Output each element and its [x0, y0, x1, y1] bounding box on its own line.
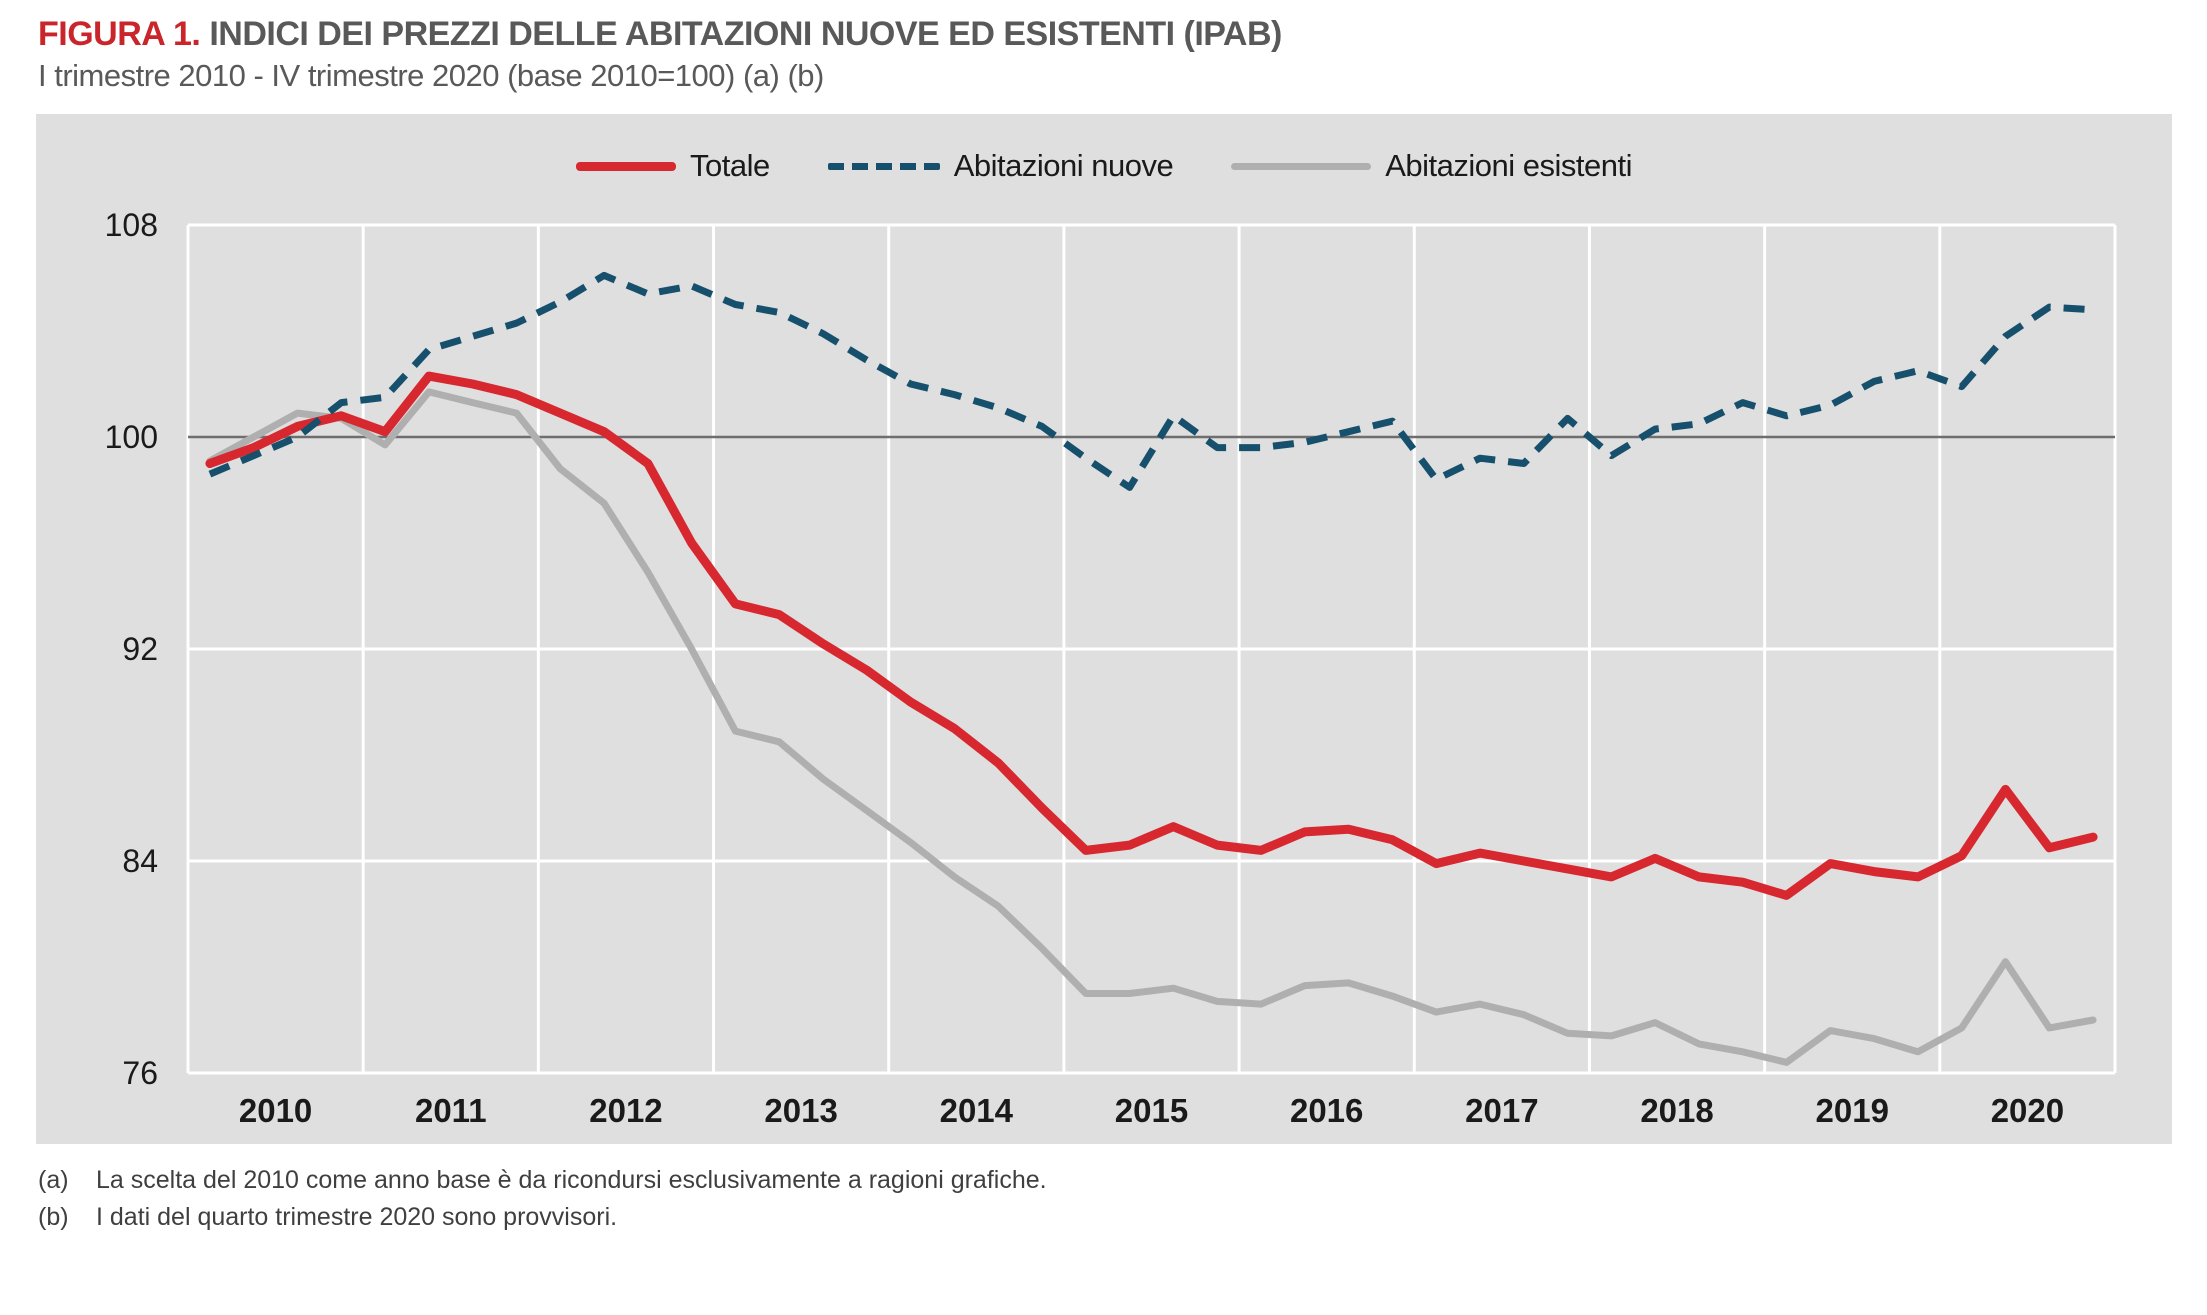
x-year-label-2011: 2011: [415, 1092, 487, 1129]
price-index-line-chart: 76 84 92 100 108 2010 2011 2012 2013 2014 2015 2016…: [105, 207, 2117, 1129]
x-year-label-2015: 2015: [1115, 1092, 1188, 1129]
y-tick-label-92: 92: [122, 631, 158, 667]
legend-swatch-totale: [576, 161, 676, 171]
figure-subtitle: I trimestre 2010 - IV trimestre 2020 (ba…: [38, 58, 824, 93]
footnotes: (a) La scelta del 2010 come anno base è …: [38, 1162, 1047, 1236]
footnote-b-marker: (b): [38, 1203, 69, 1231]
legend-label-abitazioni-esistenti: Abitazioni esistenti: [1385, 148, 1632, 183]
chart-legend: Totale Abitazioni nuove Abitazioni esist…: [36, 148, 2172, 184]
y-tick-label-76: 76: [122, 1055, 158, 1091]
figure-title-line: FIGURA 1. INDICI DEI PREZZI DELLE ABITAZ…: [38, 12, 1282, 56]
figure-number-label: FIGURA 1.: [38, 15, 201, 53]
footnote-a-marker: (a): [38, 1166, 69, 1194]
legend-swatch-abitazioni-esistenti: [1231, 162, 1372, 170]
y-tick-label-84: 84: [122, 843, 158, 879]
footnote-a: (a) La scelta del 2010 come anno base è …: [38, 1162, 1047, 1199]
series-line-abitazioni-esistenti: [206, 388, 2097, 1066]
footnote-b-text: I dati del quarto trimestre 2020 sono pr…: [96, 1203, 618, 1231]
footnote-a-text: La scelta del 2010 come anno base è da r…: [96, 1166, 1047, 1194]
series-line-abitazioni-nuove: [208, 271, 2094, 491]
legend-item-abitazioni-esistenti: Abitazioni esistenti: [1231, 148, 1632, 184]
x-year-label-2014: 2014: [940, 1092, 1014, 1129]
x-year-label-2012: 2012: [589, 1092, 662, 1129]
x-year-label-2017: 2017: [1465, 1092, 1538, 1129]
x-year-label-2010: 2010: [239, 1092, 312, 1129]
legend-item-totale: Totale: [576, 148, 770, 184]
chart-panel: Totale Abitazioni nuove Abitazioni esist…: [36, 114, 2172, 1144]
legend-label-abitazioni-nuove: Abitazioni nuove: [953, 148, 1174, 183]
figure-title: INDICI DEI PREZZI DELLE ABITAZIONI NUOVE…: [209, 15, 1282, 53]
footnote-b: (b) I dati del quarto trimestre 2020 son…: [38, 1199, 1047, 1236]
y-tick-label-108: 108: [105, 207, 158, 243]
y-tick-label-100: 100: [105, 419, 158, 455]
series-line-totale: [205, 371, 2098, 900]
x-year-label-2019: 2019: [1816, 1092, 1889, 1129]
legend-label-totale: Totale: [690, 148, 770, 183]
x-year-label-2016: 2016: [1290, 1092, 1363, 1129]
x-year-label-2013: 2013: [764, 1092, 837, 1129]
figure-header: FIGURA 1. INDICI DEI PREZZI DELLE ABITAZ…: [38, 12, 1282, 96]
legend-swatch-abitazioni-nuove: [827, 162, 940, 170]
legend-item-abitazioni-nuove: Abitazioni nuove: [827, 148, 1174, 184]
x-year-label-2020: 2020: [1991, 1092, 2064, 1129]
x-year-label-2018: 2018: [1640, 1092, 1713, 1129]
